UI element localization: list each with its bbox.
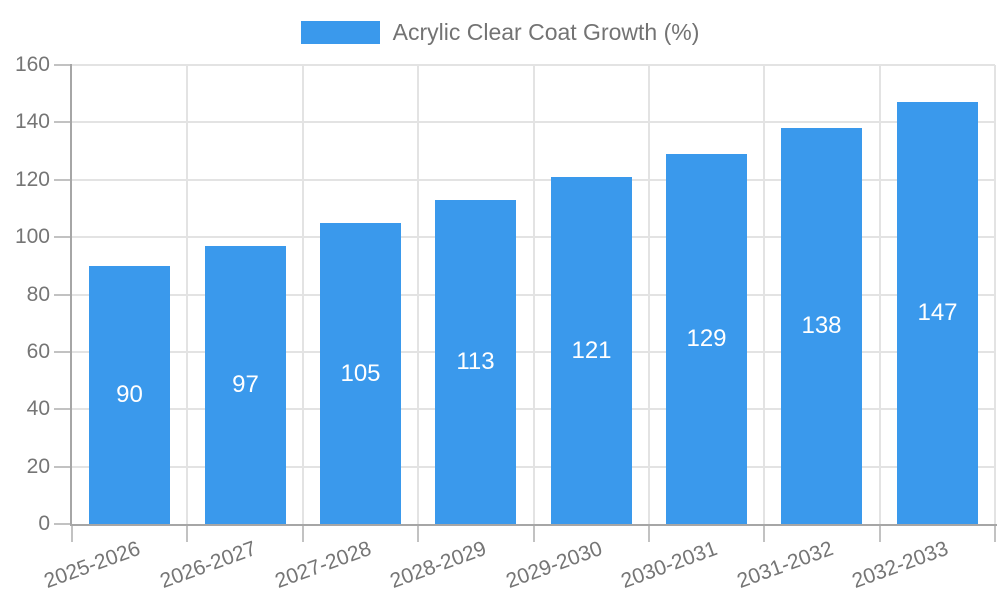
x-gridline (186, 65, 188, 524)
x-axis-tick-label: 2026-2027 (156, 537, 259, 593)
y-axis-tick-label: 60 (26, 340, 50, 363)
y-axis-tick-label: 160 (14, 53, 50, 76)
x-gridline (763, 65, 765, 524)
y-axis-tick (54, 351, 72, 353)
x-axis-tick (763, 524, 765, 542)
bar[interactable]: 129 (666, 154, 747, 524)
y-axis-tick-label: 0 (38, 512, 50, 535)
x-gridline (648, 65, 650, 524)
x-axis-tick (994, 524, 996, 542)
x-axis-tick (417, 524, 419, 542)
x-gridline (417, 65, 419, 524)
y-axis-tick (54, 408, 72, 410)
bar-value-label: 121 (571, 336, 612, 364)
y-axis-tick-label: 140 (14, 110, 50, 133)
x-axis-tick-label: 2031-2032 (733, 537, 836, 593)
legend-swatch-icon (300, 20, 380, 44)
y-axis-tick (54, 523, 72, 525)
bar-value-label: 105 (340, 359, 381, 387)
y-axis-tick-label: 100 (14, 225, 50, 248)
bar-value-label: 147 (917, 299, 958, 326)
bar[interactable]: 97 (205, 246, 286, 524)
x-axis-tick (186, 524, 188, 542)
y-axis-line (70, 64, 72, 524)
y-axis-tick-label: 80 (26, 283, 50, 306)
x-axis-tick (533, 524, 535, 542)
y-axis-tick-label: 40 (26, 397, 50, 420)
bar[interactable]: 147 (897, 102, 978, 524)
y-axis-tick (54, 179, 72, 181)
bar[interactable]: 105 (320, 223, 401, 524)
bar[interactable]: 121 (551, 177, 632, 524)
bar-value-label: 90 (116, 381, 143, 408)
legend[interactable]: Acrylic Clear Coat Growth (%) (0, 19, 1000, 45)
x-axis-tick-label: 2032-2033 (848, 537, 952, 593)
x-axis-line (70, 524, 997, 526)
x-axis-tick-label: 2028-2029 (387, 537, 490, 593)
y-axis-tick (54, 121, 72, 123)
y-axis-tick (54, 64, 72, 66)
y-axis-tick (54, 466, 72, 468)
x-gridline (533, 65, 535, 524)
x-axis-tick (879, 524, 881, 542)
y-axis-tick (54, 294, 72, 296)
x-axis-tick-label: 2030-2031 (618, 537, 721, 593)
y-axis-tick-label: 120 (14, 168, 50, 191)
bar[interactable]: 113 (435, 200, 516, 524)
bar[interactable]: 138 (781, 128, 862, 524)
bar[interactable]: 90 (89, 266, 170, 524)
y-axis-tick (54, 236, 72, 238)
bar-value-label: 113 (456, 348, 495, 375)
x-axis-tick (71, 524, 73, 542)
x-axis-tick-label: 2027-2028 (272, 537, 375, 593)
y-axis-tick-label: 20 (26, 455, 50, 478)
bar-value-label: 138 (801, 312, 842, 339)
x-axis-tick-label: 2025-2026 (41, 537, 144, 593)
x-gridline (879, 65, 881, 524)
x-axis-tick (648, 524, 650, 542)
bar-value-label: 129 (686, 325, 727, 352)
x-gridline (994, 65, 996, 524)
x-axis-tick-label: 2029-2030 (502, 537, 606, 593)
x-gridline (302, 65, 304, 524)
legend-label: Acrylic Clear Coat Growth (%) (392, 19, 700, 45)
bar-value-label: 97 (232, 371, 259, 398)
x-axis-tick (302, 524, 304, 542)
